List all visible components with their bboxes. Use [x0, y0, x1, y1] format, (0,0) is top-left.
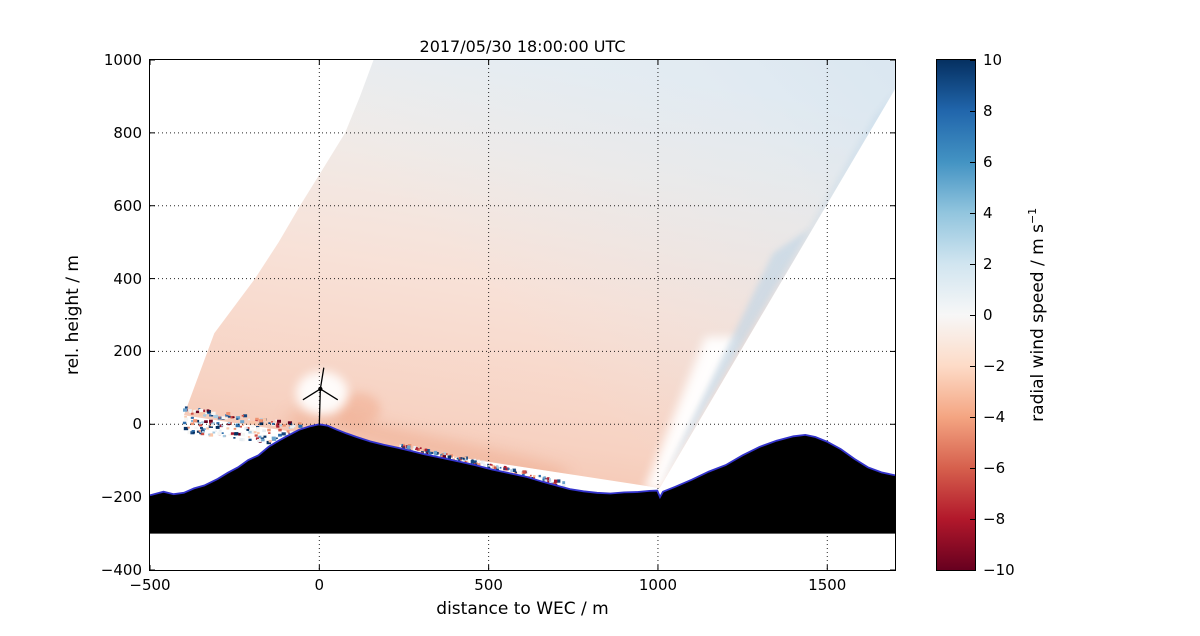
terrain-outline	[150, 423, 895, 500]
colorbar-tick-mark	[970, 366, 975, 367]
colorbar-tick-mark	[970, 468, 975, 469]
colorbar-tick-label: −4	[983, 408, 1006, 426]
y-tick-label: 400	[113, 269, 142, 288]
colorbar-tick-label: 2	[983, 255, 993, 273]
colorbar-tick-mark	[970, 264, 975, 265]
colorbar-tick-mark	[970, 60, 975, 61]
colorbar-tick-label: −10	[983, 561, 1015, 579]
colorbar-tick-mark	[970, 417, 975, 418]
colorbar-tick-label: −8	[983, 510, 1006, 528]
plot-title: 2017/05/30 18:00:00 UTC	[419, 37, 626, 56]
x-tick-label: 1500	[808, 576, 847, 594]
y-tick-label: 800	[113, 123, 142, 142]
y-tick-label: 0	[132, 415, 142, 434]
scan-plot	[150, 60, 895, 570]
colorbar-tick-label: −6	[983, 459, 1006, 477]
colorbar-tick-mark	[970, 570, 975, 571]
colorbar-tick-mark	[970, 111, 975, 112]
colorbar-tick-label: 0	[983, 306, 993, 324]
wind-turbine	[302, 367, 338, 425]
colorbar	[936, 59, 976, 571]
colorbar-tick-label: 6	[983, 153, 993, 171]
y-tick-label: 200	[113, 342, 142, 361]
colorbar-tick-label: 8	[983, 102, 993, 120]
x-tick-label: −500	[129, 576, 171, 594]
colorbar-tick-mark	[970, 213, 975, 214]
y-tick-label: −200	[100, 488, 142, 507]
colorbar-tick-label: −2	[983, 357, 1006, 375]
x-tick-label: 1000	[638, 576, 678, 594]
terrain-silhouette	[150, 424, 895, 534]
x-tick-label: 500	[474, 576, 503, 594]
x-tick-label: 0	[314, 576, 325, 594]
x-axis-label: distance to WEC / m	[436, 599, 609, 619]
colorbar-tick-mark	[970, 162, 975, 163]
colorbar-tick-mark	[970, 315, 975, 316]
colorbar-tick-label: 4	[983, 204, 993, 222]
colorbar-tick-label: 10	[983, 51, 1003, 69]
y-tick-label: 600	[113, 196, 142, 215]
colorbar-tick-mark	[970, 519, 975, 520]
y-tick-label: 1000	[103, 51, 142, 69]
scan-field-details	[288, 92, 895, 488]
axis-ticks	[150, 60, 895, 570]
y-tick-label: −400	[100, 561, 142, 579]
